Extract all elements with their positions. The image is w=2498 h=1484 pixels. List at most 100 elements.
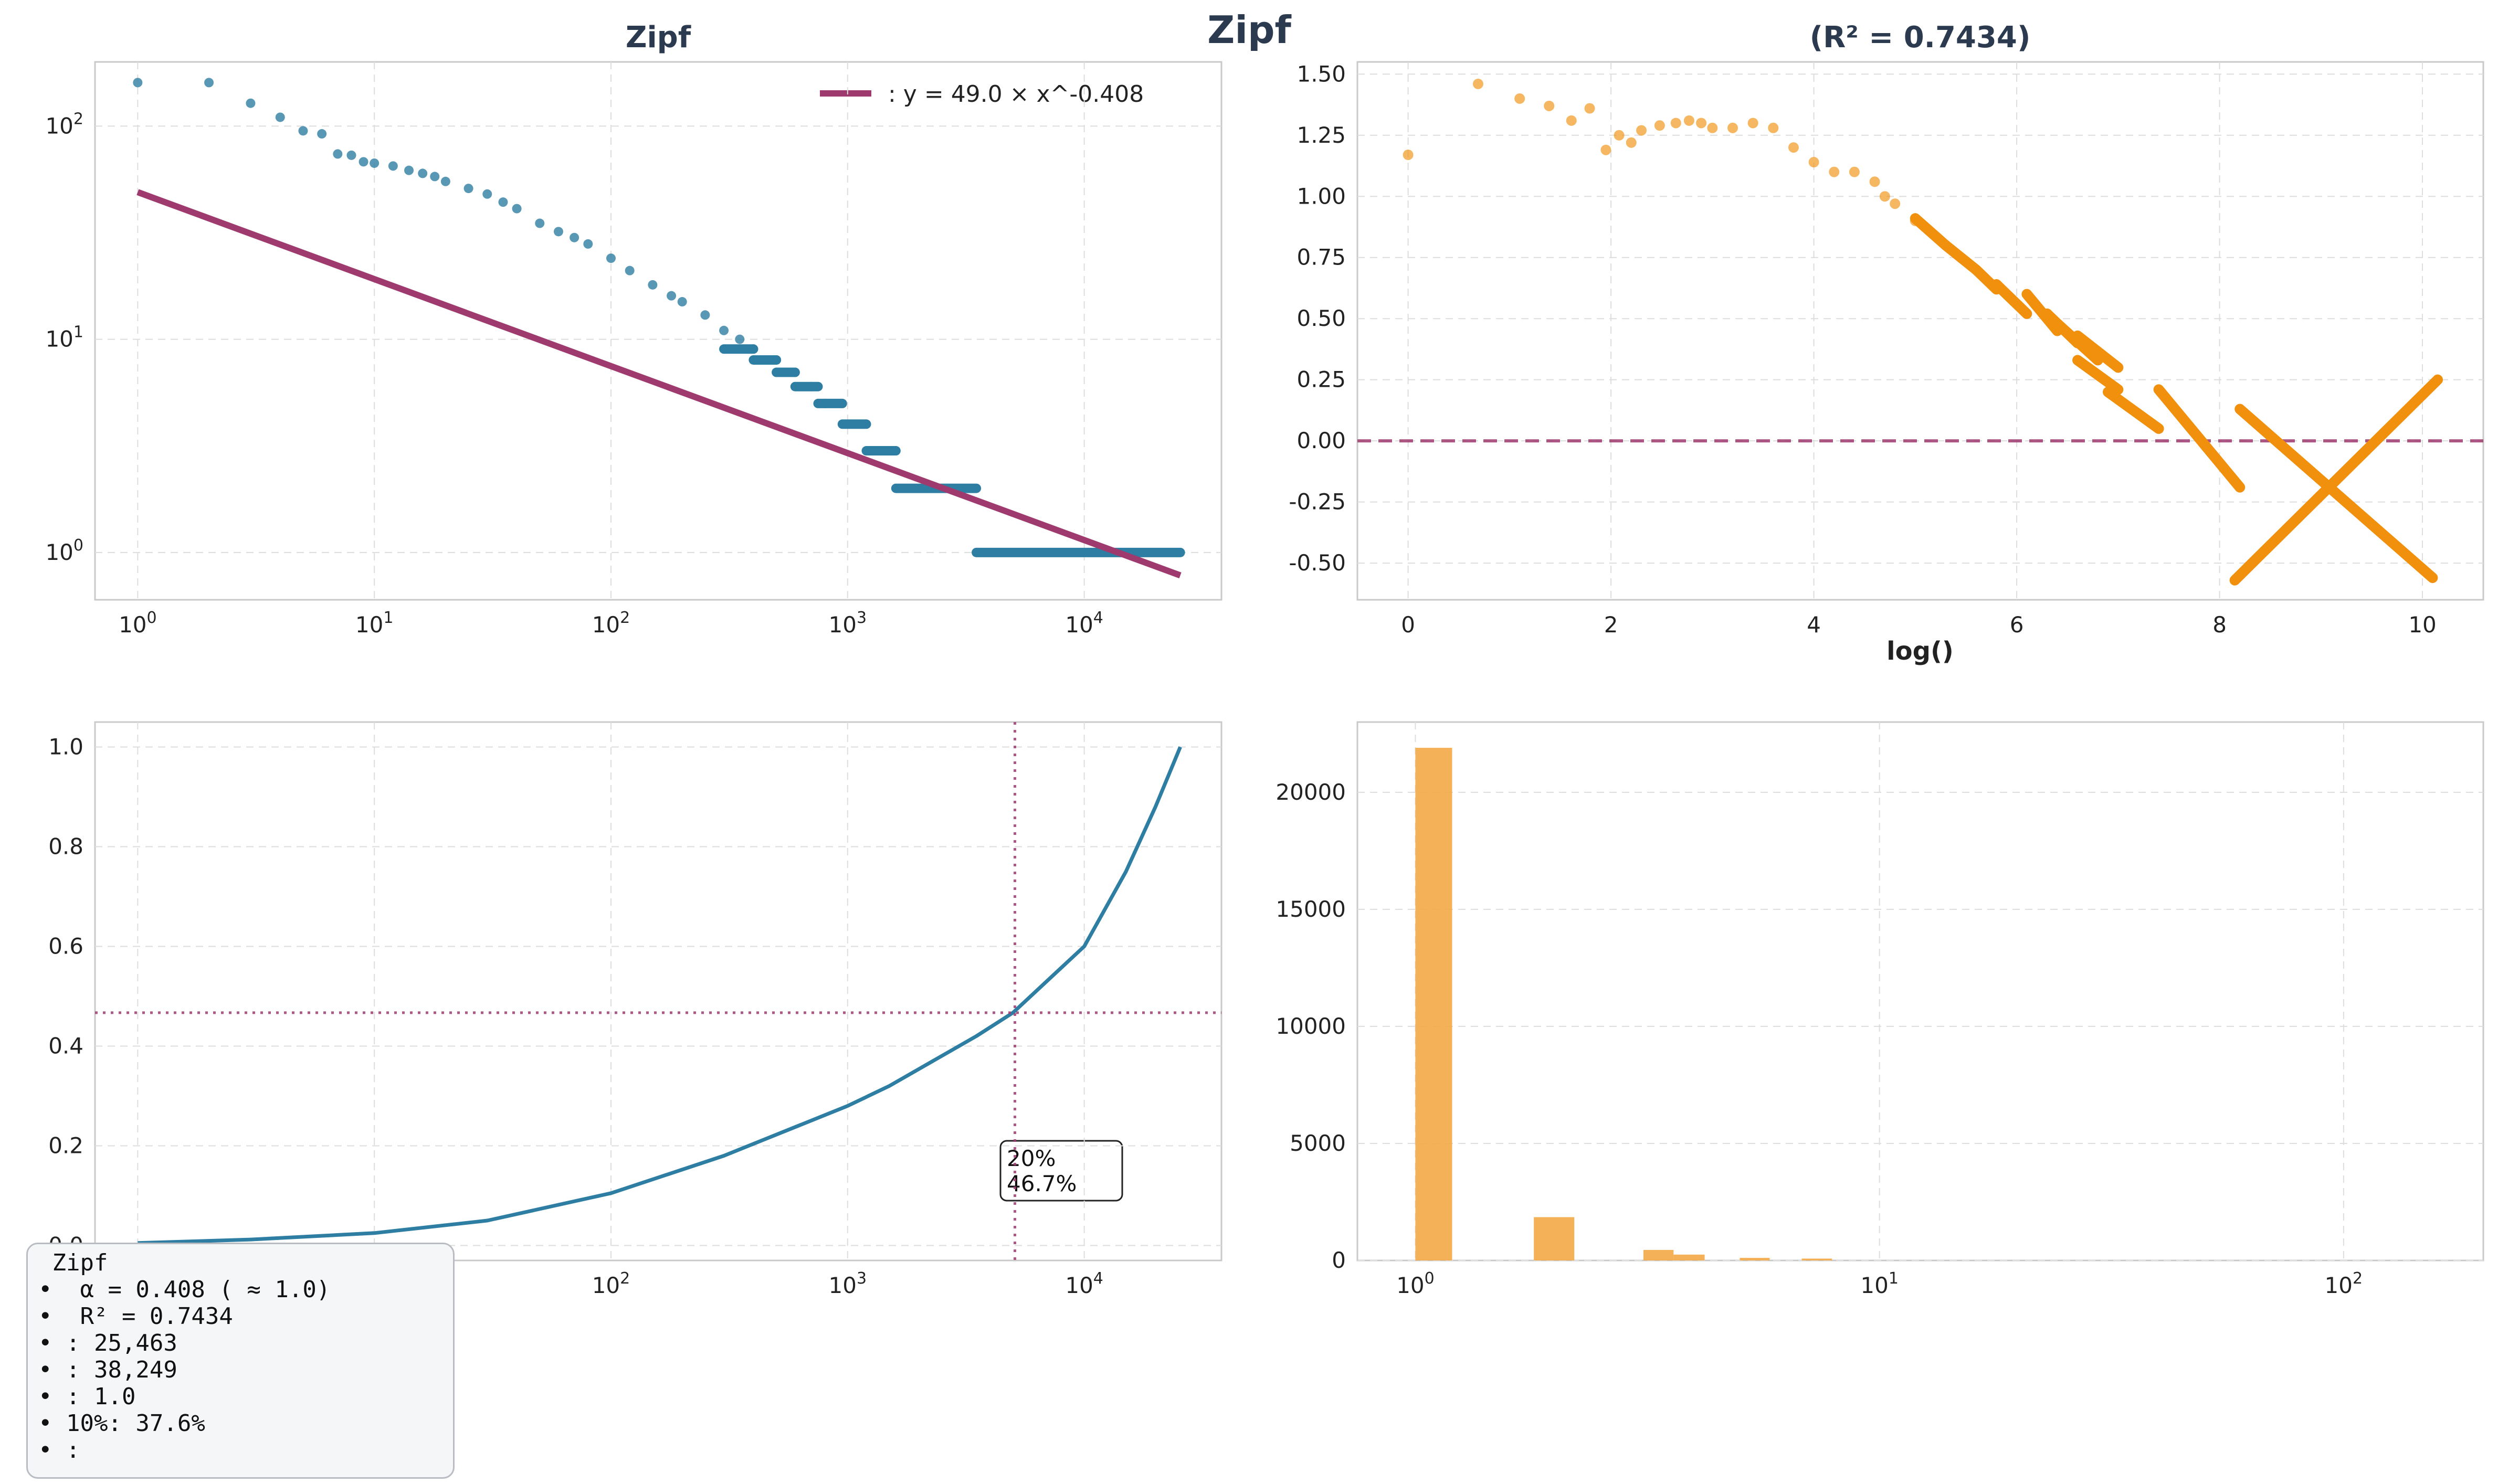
histogram-bar: [1415, 748, 1452, 1260]
x-tick-label: 101: [1860, 1269, 1899, 1298]
info-line: • R² = 0.7434: [38, 1303, 233, 1330]
residual-run: [1991, 279, 2032, 319]
x-tick-label: 4: [1807, 612, 1821, 638]
x-tick-label: 104: [1065, 609, 1103, 638]
data-point: [719, 325, 729, 335]
data-point: [298, 126, 308, 136]
x-tick-label: 100: [119, 609, 157, 638]
residual-point: [1654, 120, 1665, 131]
residual-run: [2153, 384, 2246, 493]
residual-point: [1890, 198, 1901, 209]
x-tick-label: 102: [592, 609, 630, 638]
residual-point: [1829, 166, 1840, 177]
residual-point: [1544, 100, 1555, 111]
y-tick-label: 0.00: [1297, 428, 1346, 453]
residual-point: [1626, 137, 1637, 148]
panel-tl-frame: [94, 61, 1222, 601]
x-tick-label: 8: [2212, 612, 2227, 638]
panel-tr-title: (R² = 0.7434): [1810, 20, 2031, 55]
data-point: [359, 157, 368, 167]
histogram-bar: [1534, 1217, 1575, 1260]
y-tick-label: 0.2: [48, 1133, 83, 1159]
data-point: [388, 161, 398, 171]
data-point: [430, 172, 440, 182]
y-tick-label: 102: [45, 110, 83, 139]
residual-run: [2072, 355, 2124, 395]
data-point: [418, 168, 428, 178]
residual-point: [1768, 122, 1779, 133]
y-tick-label: 0.50: [1297, 305, 1346, 331]
y-tick-label: 0.6: [48, 934, 83, 959]
y-tick-label: 1.25: [1297, 122, 1346, 148]
data-point: [606, 253, 616, 263]
residual-run: [2103, 386, 2164, 434]
y-tick-label: 1.0: [48, 734, 83, 760]
residual-point: [1808, 157, 1819, 168]
y-tick-label: -0.50: [1289, 550, 1346, 576]
panel-tr-xlabel: log(): [1886, 637, 1954, 666]
info-line: • : 38,249: [38, 1356, 192, 1383]
info-line: • : 1.0: [38, 1383, 136, 1410]
residual-point: [1584, 103, 1595, 114]
residual-point: [1788, 142, 1799, 153]
x-tick-label: 102: [2325, 1269, 2363, 1298]
residual-point: [1683, 115, 1694, 126]
data-point: [677, 297, 687, 307]
data-point: [370, 158, 380, 168]
cumulative-line: [138, 746, 1182, 1245]
residual-point: [1614, 130, 1625, 141]
histogram-bar: [1801, 1258, 1832, 1260]
info-line: • : 25,463: [38, 1330, 192, 1356]
y-tick-label: 0.75: [1297, 245, 1346, 270]
plot-layer: 100 101 102 103 104 100 101 102 0 2 4 6 8 10 -0.50 -0.2…: [45, 61, 2483, 1298]
data-point: [275, 112, 285, 122]
x-tick-label: 6: [2010, 612, 2024, 638]
y-tick-label: 0.25: [1297, 367, 1346, 393]
histogram-bar: [1673, 1254, 1705, 1260]
data-point: [204, 78, 214, 88]
residual-point: [1879, 191, 1890, 202]
residual-point: [1670, 118, 1681, 129]
residual-run: [2072, 330, 2124, 373]
suptitle: Zipf: [1207, 8, 1291, 52]
annotation-line-2: 46.7%: [1007, 1171, 1077, 1196]
data-point: [583, 239, 593, 249]
x-tick-label: 2: [1604, 612, 1618, 638]
x-tick-label: 102: [592, 1269, 630, 1298]
panel-br-frame: [1356, 721, 2484, 1262]
legend-label: : y = 49.0 × x^-0.408: [888, 81, 1144, 108]
data-point: [667, 291, 677, 301]
data-point: [553, 227, 563, 237]
y-tick-label: 1.50: [1297, 61, 1346, 87]
histogram-bar: [1643, 1249, 1674, 1260]
data-point: [463, 184, 473, 194]
info-line: Zipf: [38, 1249, 108, 1276]
panel-bl-frame: [94, 721, 1222, 1262]
data-point: [333, 149, 343, 159]
data-point: [498, 197, 508, 207]
data-point: [440, 176, 450, 186]
annotation: 20% 46.7%: [999, 1140, 1123, 1202]
y-tick-label: 20000: [1276, 779, 1346, 805]
residual-point: [1696, 118, 1707, 129]
info-line: • α = 0.408 ( ≈ 1.0): [38, 1276, 331, 1303]
x-tick-label: 103: [829, 1269, 867, 1298]
residual-run: [1940, 240, 1981, 275]
data-point: [346, 150, 356, 160]
data-point: [246, 98, 256, 108]
data-point: [648, 280, 658, 290]
data-point: [570, 232, 579, 242]
residual-point: [1636, 125, 1647, 136]
residual-point: [1747, 118, 1758, 129]
residual-run: [2229, 374, 2443, 586]
panel-tl-title: Zipf: [626, 20, 691, 55]
y-tick-label: 15000: [1276, 896, 1346, 922]
x-tick-label: 104: [1065, 1269, 1103, 1298]
data-point: [133, 78, 143, 88]
info-line: • :: [38, 1437, 94, 1464]
y-tick-label: 0: [1332, 1247, 1346, 1273]
y-tick-label: 0.8: [48, 834, 83, 860]
y-tick-label: 0.4: [48, 1033, 83, 1059]
residual-point: [1472, 78, 1483, 89]
data-point: [535, 218, 545, 228]
